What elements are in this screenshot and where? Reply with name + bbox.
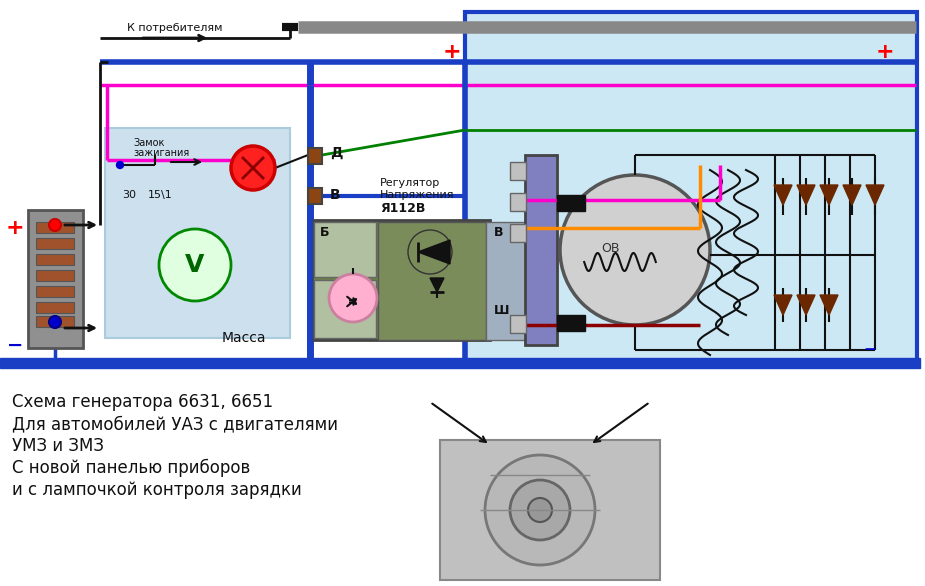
Text: Напряжения: Напряжения	[380, 190, 454, 200]
Bar	[465, 12, 917, 364]
Text: −: −	[6, 336, 23, 355]
Bar	[557, 195, 585, 211]
Text: 15\1: 15\1	[148, 190, 173, 200]
Text: 30: 30	[122, 190, 136, 200]
Text: Б: Б	[320, 226, 329, 239]
Text: +: +	[443, 42, 462, 62]
Bar	[36, 270, 74, 281]
Text: ОВ: ОВ	[600, 241, 619, 254]
Bar	[36, 286, 74, 297]
Text: −: −	[864, 342, 876, 357]
Polygon shape	[866, 185, 884, 205]
Bar	[36, 302, 74, 313]
Text: В: В	[330, 188, 340, 202]
Bar	[440, 440, 660, 580]
Circle shape	[485, 455, 595, 565]
Bar	[312, 220, 490, 340]
Bar	[510, 315, 526, 333]
Polygon shape	[418, 240, 450, 264]
Text: и с лампочкой контроля зарядки: и с лампочкой контроля зарядки	[12, 481, 302, 499]
Bar	[510, 224, 526, 242]
Circle shape	[231, 146, 275, 190]
Text: Масса: Масса	[222, 331, 266, 345]
Bar	[28, 210, 83, 348]
Text: Ш: Ш	[494, 304, 510, 316]
Text: Для автомобилей УАЗ с двигателями: Для автомобилей УАЗ с двигателями	[12, 415, 338, 433]
Bar	[510, 193, 526, 211]
Polygon shape	[820, 185, 838, 205]
Polygon shape	[774, 185, 792, 205]
Bar	[105, 128, 290, 338]
Bar	[314, 222, 376, 277]
Polygon shape	[430, 278, 444, 292]
Text: Регулятор: Регулятор	[380, 178, 440, 188]
Text: +: +	[6, 218, 24, 238]
Circle shape	[408, 230, 452, 274]
Bar	[36, 316, 74, 327]
Bar	[36, 238, 74, 249]
Text: зажигания: зажигания	[133, 148, 190, 158]
Text: К потребителям: К потребителям	[128, 23, 223, 33]
Polygon shape	[820, 295, 838, 315]
Text: Схема генератора 6631, 6651: Схема генератора 6631, 6651	[12, 393, 273, 411]
Text: С новой панелью приборов: С новой панелью приборов	[12, 459, 251, 477]
Text: Я112В: Я112В	[380, 202, 426, 214]
Text: В: В	[494, 226, 503, 239]
Circle shape	[560, 175, 710, 325]
Polygon shape	[797, 295, 815, 315]
Bar	[314, 280, 376, 338]
Bar	[36, 222, 74, 233]
Circle shape	[510, 480, 570, 540]
Bar	[525, 155, 557, 345]
Bar	[486, 222, 526, 340]
Polygon shape	[797, 185, 815, 205]
Text: V: V	[185, 253, 204, 277]
Text: +: +	[876, 42, 894, 62]
Text: Д: Д	[330, 146, 342, 160]
Circle shape	[49, 316, 61, 328]
Polygon shape	[774, 295, 792, 315]
Polygon shape	[843, 185, 861, 205]
Circle shape	[329, 274, 377, 322]
Circle shape	[159, 229, 231, 301]
Circle shape	[117, 162, 124, 169]
Circle shape	[49, 219, 61, 231]
Bar	[0, 358, 920, 368]
Bar	[36, 254, 74, 265]
Bar	[308, 148, 322, 164]
Bar	[378, 222, 486, 340]
Bar	[557, 315, 585, 331]
Text: Замок: Замок	[133, 138, 165, 148]
Text: УМЗ и ЗМЗ: УМЗ и ЗМЗ	[12, 437, 104, 455]
Bar	[308, 188, 322, 204]
Bar	[510, 162, 526, 180]
Circle shape	[528, 498, 552, 522]
